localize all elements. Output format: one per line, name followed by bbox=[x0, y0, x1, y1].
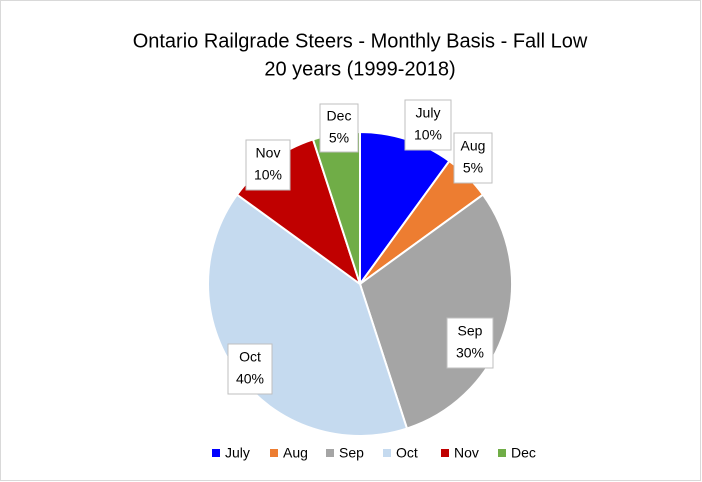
legend-swatch bbox=[441, 449, 449, 457]
legend-label: Aug bbox=[283, 445, 308, 461]
data-label-value: 40% bbox=[236, 371, 264, 387]
chart-title: Ontario Railgrade Steers - Monthly Basis… bbox=[133, 30, 588, 52]
legend-swatch bbox=[326, 449, 334, 457]
data-label-category: Nov bbox=[256, 145, 281, 161]
legend-label: Oct bbox=[396, 445, 418, 461]
data-label-box bbox=[404, 99, 452, 151]
data-label-value: 5% bbox=[463, 160, 483, 176]
data-label-value: 30% bbox=[456, 345, 484, 361]
data-label-value: 10% bbox=[414, 127, 442, 143]
data-label-category: July bbox=[416, 105, 441, 121]
data-label-box bbox=[446, 317, 494, 369]
data-label-category: Aug bbox=[461, 138, 486, 154]
legend-swatch bbox=[383, 449, 391, 457]
legend-label: Nov bbox=[454, 445, 479, 461]
legend-swatch bbox=[212, 449, 220, 457]
pie-slice bbox=[358, 193, 513, 430]
data-label-category: Oct bbox=[239, 349, 261, 365]
legend-swatch bbox=[270, 449, 278, 457]
data-label-value: 5% bbox=[329, 130, 349, 146]
chart-subtitle: 20 years (1999-2018) bbox=[264, 58, 455, 80]
data-label-box bbox=[453, 132, 493, 184]
data-label-box bbox=[227, 343, 273, 395]
data-label-category: Sep bbox=[458, 323, 483, 339]
data-label-value: 10% bbox=[254, 167, 282, 183]
data-label-box bbox=[319, 103, 359, 153]
legend-label: July bbox=[225, 445, 250, 461]
data-label-box bbox=[245, 139, 291, 191]
legend-swatch bbox=[498, 449, 506, 457]
legend-label: Sep bbox=[339, 445, 364, 461]
legend-label: Dec bbox=[511, 445, 536, 461]
data-label-category: Dec bbox=[327, 108, 352, 124]
